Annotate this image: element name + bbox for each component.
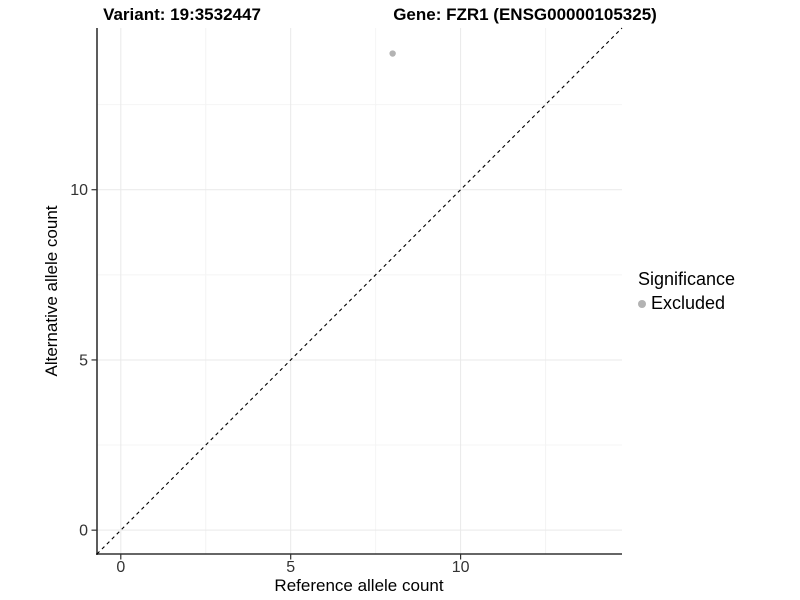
x-tick-label: 0: [116, 559, 125, 576]
x-tick-label: 10: [452, 559, 470, 576]
y-tick-label: 0: [79, 523, 88, 540]
legend-item-excluded: Excluded: [638, 293, 735, 314]
data-point: [389, 50, 396, 57]
y-axis-title: Alternative allele count: [42, 205, 61, 377]
plot-title-gene: Gene: FZR1 (ENSG00000105325): [393, 5, 657, 24]
y-tick-label: 10: [70, 182, 88, 199]
x-axis-title: Reference allele count: [274, 576, 444, 595]
legend-item-label: Excluded: [651, 293, 726, 313]
identity-line: [96, 27, 623, 555]
y-tick-label: 5: [79, 352, 88, 369]
legend: Significance Excluded: [638, 269, 735, 314]
plot-title-variant: Variant: 19:3532447: [103, 5, 261, 24]
legend-title: Significance: [638, 269, 736, 289]
x-tick-label: 5: [286, 559, 295, 576]
legend-key-dot-icon: [638, 299, 646, 308]
